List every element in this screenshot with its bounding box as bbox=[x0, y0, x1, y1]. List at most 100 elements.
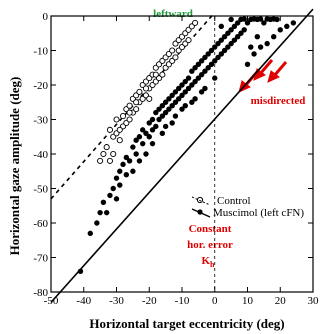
muscimol-point bbox=[117, 168, 123, 174]
leftward-annotation: leftward bbox=[153, 8, 193, 20]
muscimol-point bbox=[172, 89, 179, 95]
control-point bbox=[159, 71, 166, 78]
y-tick-label: -70 bbox=[33, 253, 48, 265]
x-tick-label: 10 bbox=[242, 295, 254, 307]
control-point bbox=[133, 99, 140, 106]
muscimol-point bbox=[254, 34, 261, 40]
control-point bbox=[142, 85, 150, 92]
control-point bbox=[152, 71, 159, 78]
muscimol-point bbox=[192, 65, 198, 71]
muscimol-point bbox=[221, 47, 228, 54]
control-point bbox=[126, 109, 133, 116]
muscimol-point bbox=[126, 158, 133, 164]
muscimol-point bbox=[189, 82, 195, 88]
muscimol-point bbox=[234, 34, 241, 40]
muscimol-point bbox=[176, 96, 182, 102]
muscimol-point bbox=[103, 209, 110, 216]
muscimol-point bbox=[244, 20, 251, 26]
muscimol-point bbox=[159, 130, 166, 136]
muscimol-point bbox=[130, 144, 136, 150]
muscimol-point bbox=[264, 40, 270, 47]
muscimol-point bbox=[189, 68, 195, 74]
constant-annotation-line2: hor. error bbox=[187, 239, 233, 251]
muscimol-point bbox=[290, 20, 297, 26]
control-point bbox=[106, 126, 113, 133]
muscimol-point bbox=[110, 185, 116, 192]
control-point bbox=[106, 157, 113, 164]
muscimol-point bbox=[234, 20, 241, 26]
muscimol-point bbox=[218, 23, 224, 30]
y-axis-title: Horizontal gaze amplitude (deg) bbox=[7, 77, 22, 256]
muscimol-point bbox=[228, 27, 234, 33]
legend-muscimol-line bbox=[191, 208, 211, 218]
x-tick-label: -10 bbox=[175, 295, 190, 307]
muscimol-point bbox=[212, 44, 218, 50]
muscimol-point bbox=[87, 230, 94, 237]
muscimol-point bbox=[162, 123, 169, 130]
muscimol-point bbox=[182, 89, 188, 95]
muscimol-point bbox=[100, 199, 107, 205]
muscimol-point bbox=[215, 54, 221, 61]
muscimol-point bbox=[274, 16, 280, 23]
muscimol-point bbox=[231, 37, 238, 43]
y-tick-label: -60 bbox=[33, 218, 48, 230]
muscimol-point bbox=[179, 92, 185, 99]
muscimol-point bbox=[97, 209, 103, 216]
muscimol-point bbox=[182, 103, 188, 109]
muscimol-point bbox=[149, 116, 156, 123]
control-point bbox=[146, 95, 153, 102]
muscimol-point bbox=[261, 20, 267, 26]
muscimol-point bbox=[153, 109, 159, 116]
muscimol-point bbox=[192, 78, 198, 85]
muscimol-point bbox=[113, 175, 120, 181]
muscimol-point bbox=[202, 68, 208, 74]
arrow-2-head bbox=[267, 70, 280, 83]
muscimol-point bbox=[228, 40, 234, 47]
muscimol-point bbox=[143, 151, 149, 157]
muscimol-point bbox=[143, 130, 149, 136]
muscimol-point bbox=[198, 58, 205, 64]
muscimol-point bbox=[205, 51, 211, 57]
muscimol-point bbox=[284, 23, 290, 30]
x-tick-label: -30 bbox=[109, 295, 124, 307]
muscimol-point bbox=[202, 85, 208, 92]
x-tick-label: 20 bbox=[275, 295, 287, 307]
muscimol-point bbox=[241, 16, 247, 22]
muscimol-point bbox=[77, 268, 84, 274]
muscimol-point bbox=[120, 161, 126, 168]
muscimol-point bbox=[205, 65, 211, 71]
muscimol-point bbox=[185, 75, 192, 81]
muscimol-point bbox=[162, 99, 169, 105]
control-point bbox=[100, 150, 107, 158]
muscimol-point bbox=[136, 158, 143, 164]
muscimol-point bbox=[208, 47, 215, 54]
muscimol-point bbox=[140, 140, 146, 147]
muscimol-point bbox=[185, 85, 192, 92]
muscimol-point bbox=[215, 40, 221, 47]
muscimol-point bbox=[221, 34, 228, 40]
muscimol-point bbox=[133, 137, 139, 143]
constant-annotation-symbol: Kh bbox=[201, 255, 215, 269]
muscimol-point bbox=[123, 172, 130, 178]
control-point bbox=[192, 19, 199, 26]
y-tick-label: -40 bbox=[33, 149, 48, 161]
control-point bbox=[133, 106, 140, 113]
control-point bbox=[103, 144, 110, 151]
muscimol-point bbox=[166, 96, 172, 102]
muscimol-point bbox=[94, 220, 100, 226]
muscimol-point bbox=[182, 78, 188, 85]
muscimol-point bbox=[244, 61, 251, 67]
muscimol-point bbox=[149, 140, 156, 147]
muscimol-point bbox=[212, 75, 218, 81]
control-point bbox=[172, 54, 179, 61]
muscimol-point bbox=[179, 106, 185, 112]
muscimol-point bbox=[218, 51, 224, 57]
muscimol-point bbox=[238, 30, 244, 36]
x-tick-label: 30 bbox=[308, 295, 320, 307]
muscimol-point bbox=[212, 58, 218, 64]
muscimol-point bbox=[179, 82, 185, 88]
muscimol-point bbox=[140, 127, 146, 133]
legend-control-marker bbox=[196, 196, 204, 204]
muscimol-point bbox=[228, 16, 234, 23]
